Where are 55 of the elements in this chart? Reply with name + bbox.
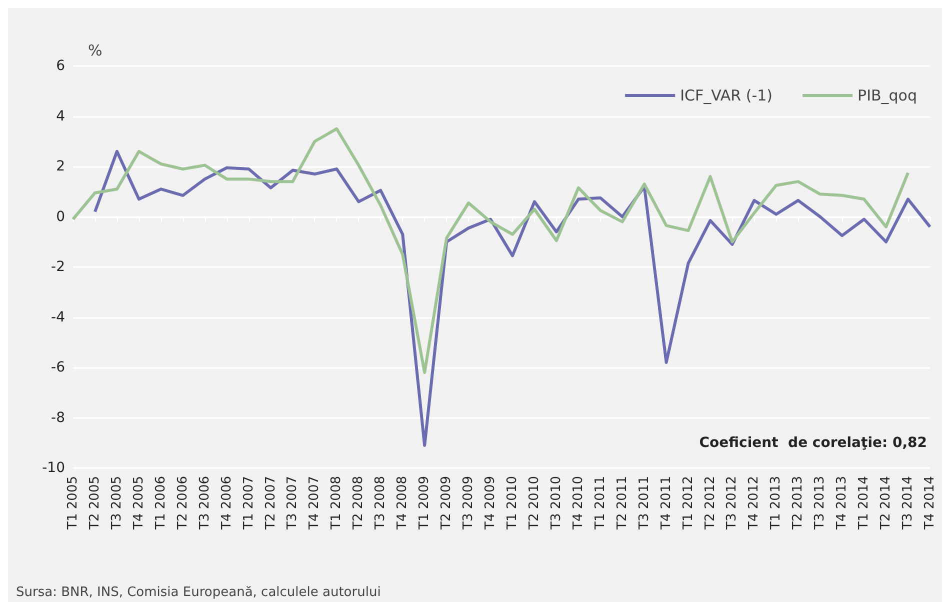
x-tick-label: T3 2013 xyxy=(812,476,828,530)
x-tick-label: T4 2005 xyxy=(131,476,146,530)
x-tick-label: T2 2006 xyxy=(175,476,190,530)
x-tick-label: T4 2014 xyxy=(922,476,938,530)
y-tick-label: -4 xyxy=(51,309,66,326)
x-tick-label: T2 2010 xyxy=(526,476,542,530)
x-tick-label: T4 2011 xyxy=(658,476,674,530)
x-tick-label: T4 2012 xyxy=(746,476,762,530)
x-tick-label: T1 2005 xyxy=(66,476,80,530)
x-tick-label: T3 2010 xyxy=(548,476,564,530)
y-tick-label: 0 xyxy=(56,208,65,225)
y-tick-label: -2 xyxy=(51,259,65,275)
x-tick-label: T2 2014 xyxy=(878,476,894,530)
x-tick-label: T3 2014 xyxy=(900,476,916,530)
y-tick-label: 4 xyxy=(56,108,66,124)
x-tick-label: T3 2006 xyxy=(197,476,212,530)
y-axis-title: % xyxy=(88,42,102,60)
text: Sursa: BNR, INS, Comisia Europeană, calculele autorului xyxy=(16,585,381,600)
x-tick-label: T1 2007 xyxy=(241,476,256,530)
x-tick-label: T4 2008 xyxy=(395,476,410,530)
x-tick-label: T4 2007 xyxy=(307,476,322,530)
x-tick-label: T2 2011 xyxy=(614,476,630,530)
legend-label: ICF_VAR (-1) xyxy=(680,86,773,104)
x-tick-label: T4 2009 xyxy=(483,476,498,530)
x-tick-label: T2 2007 xyxy=(263,476,278,530)
x-tick-label: T1 2012 xyxy=(680,476,696,530)
annotation: Coeficient de corelaţie: 0,82 xyxy=(699,435,927,451)
y-tick-label: -8 xyxy=(51,410,65,426)
x-tick-label: T4 2006 xyxy=(219,476,234,530)
x-tick-label: T1 2008 xyxy=(329,476,344,530)
y-tick-label: 6 xyxy=(56,58,66,74)
x-tick-label: T2 2008 xyxy=(351,476,366,530)
x-tick-label: T1 2006 xyxy=(153,476,168,530)
y-tick-label: 2 xyxy=(56,158,65,174)
x-tick-label: T3 2007 xyxy=(285,476,300,530)
y-tick-label: -6 xyxy=(51,360,66,376)
line-series xyxy=(72,127,910,374)
x-tick-label: T3 2008 xyxy=(373,476,388,530)
x-tick-label: T2 2009 xyxy=(439,476,454,530)
x-tick-label: T2 2012 xyxy=(702,476,718,530)
x-tick-label: T1 2010 xyxy=(504,476,520,530)
x-tick-label: T4 2010 xyxy=(570,476,586,530)
x-tick-label: T1 2011 xyxy=(592,476,608,530)
x-tick-label: T1 2013 xyxy=(768,476,784,530)
x-tick-label: T2 2013 xyxy=(790,476,806,530)
x-tick-label: T1 2014 xyxy=(856,476,872,530)
legend-label: PIB_qoq xyxy=(858,86,918,104)
x-tick-label: T3 2009 xyxy=(461,476,476,530)
x-tick-label: T1 2009 xyxy=(417,476,432,530)
y-tick-label: -10 xyxy=(42,460,65,476)
x-tick-label: T4 2013 xyxy=(834,476,850,530)
x-tick-label: T3 2011 xyxy=(636,476,652,530)
x-tick-label: T3 2005 xyxy=(109,476,124,530)
x-tick-label: T3 2012 xyxy=(724,476,740,530)
x-tick-label: T2 2005 xyxy=(87,476,102,530)
